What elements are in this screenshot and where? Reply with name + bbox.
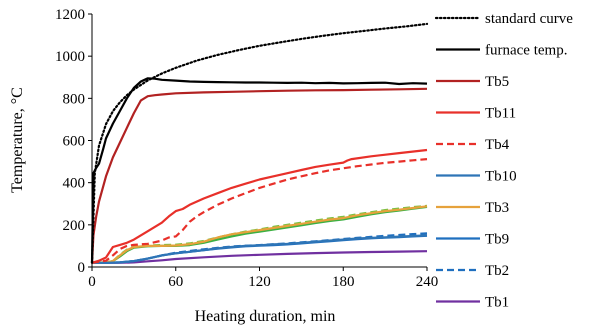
legend-label: Tb3 — [485, 200, 509, 216]
y-tick-label: 600 — [63, 134, 86, 150]
legend-item: furnace temp. — [436, 43, 567, 59]
legend-item: Tb2 — [436, 263, 509, 279]
legend-label: Tb11 — [485, 106, 516, 122]
y-tick-label: 400 — [63, 176, 86, 192]
y-tick-label: 1000 — [55, 49, 85, 65]
series-line-tb1 — [92, 251, 427, 263]
legend-item: Tb3 — [436, 200, 509, 216]
legend-item: Tb9 — [436, 232, 509, 248]
series-line-standard-curve — [92, 24, 427, 263]
series-line-tb10 — [92, 235, 427, 262]
y-tick-label: 200 — [63, 218, 86, 234]
y-tick-label: 0 — [78, 260, 86, 276]
legend-item: Tb4 — [436, 137, 510, 153]
x-tick-label: 60 — [168, 274, 183, 290]
legend: standard curve furnace temp. Tb5 Tb11 Tb4 Tb1… — [436, 11, 573, 311]
legend-label: Tb5 — [485, 74, 509, 90]
y-tick-label: 1200 — [55, 7, 85, 23]
legend-label: Tb1 — [485, 295, 509, 311]
legend-item: standard curve — [436, 11, 573, 27]
x-tick-label: 240 — [416, 274, 439, 290]
x-tick-label: 0 — [88, 274, 96, 290]
x-axis-title: Heating duration, min — [195, 308, 336, 325]
legend-item: Tb1 — [436, 295, 509, 311]
legend-label: Tb4 — [485, 137, 510, 153]
legend-label: furnace temp. — [485, 43, 567, 59]
x-tick-label: 120 — [248, 274, 271, 290]
legend-label: Tb10 — [485, 169, 517, 185]
legend-label: standard curve — [485, 11, 573, 27]
legend-item: Tb5 — [436, 74, 509, 90]
y-tick-label: 800 — [63, 91, 86, 107]
legend-label: Tb2 — [485, 263, 509, 279]
legend-label: Tb9 — [485, 232, 509, 248]
x-tick-label: 180 — [332, 274, 355, 290]
plot-series-group — [92, 24, 427, 263]
legend-item: Tb11 — [436, 106, 516, 122]
legend-item: Tb10 — [436, 169, 517, 185]
y-axis-title: Temperature, °C — [9, 87, 26, 193]
